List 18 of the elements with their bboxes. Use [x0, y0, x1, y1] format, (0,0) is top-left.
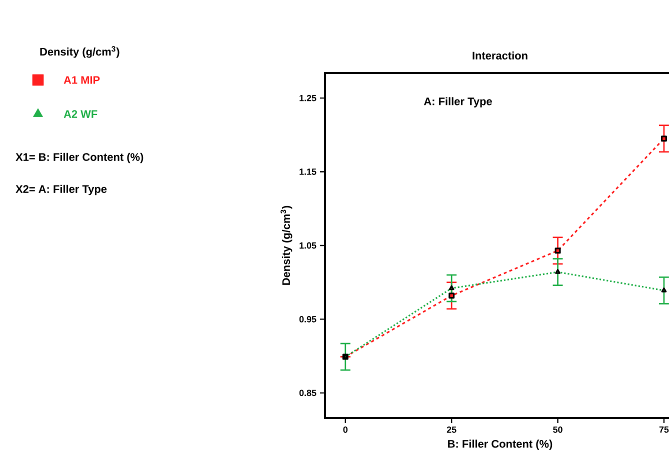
y-tick-label: 1.25 — [300, 94, 316, 102]
legend-label: A2 WF — [64, 110, 98, 118]
annotation: A: Filler Type — [424, 97, 492, 108]
x-tick-label: 50 — [553, 426, 562, 433]
x-tick-label: 25 — [446, 426, 456, 433]
y-axis-title: Density (g/cm$^{3}$) — [280, 206, 292, 285]
y-tick-label: 0.95 — [299, 316, 316, 322]
x-axis-title: B: Filler Content (%) — [448, 440, 552, 450]
chart-title: Interaction — [472, 51, 528, 60]
text: X2= A: Filler Type — [16, 184, 107, 196]
legend-title: Density (g/cm$^{3}$) — [40, 46, 120, 58]
y-tick-label: 1.15 — [300, 168, 316, 175]
x-tick-label: 75 — [659, 426, 669, 433]
y-tick-label: 1.05 — [300, 242, 316, 249]
legend-label: A1 MIP — [64, 76, 100, 84]
x-tick-label: 0 — [343, 426, 348, 433]
y-tick-label: 0.85 — [299, 390, 316, 396]
text: X1= B: Filler Content (%) — [16, 152, 144, 164]
